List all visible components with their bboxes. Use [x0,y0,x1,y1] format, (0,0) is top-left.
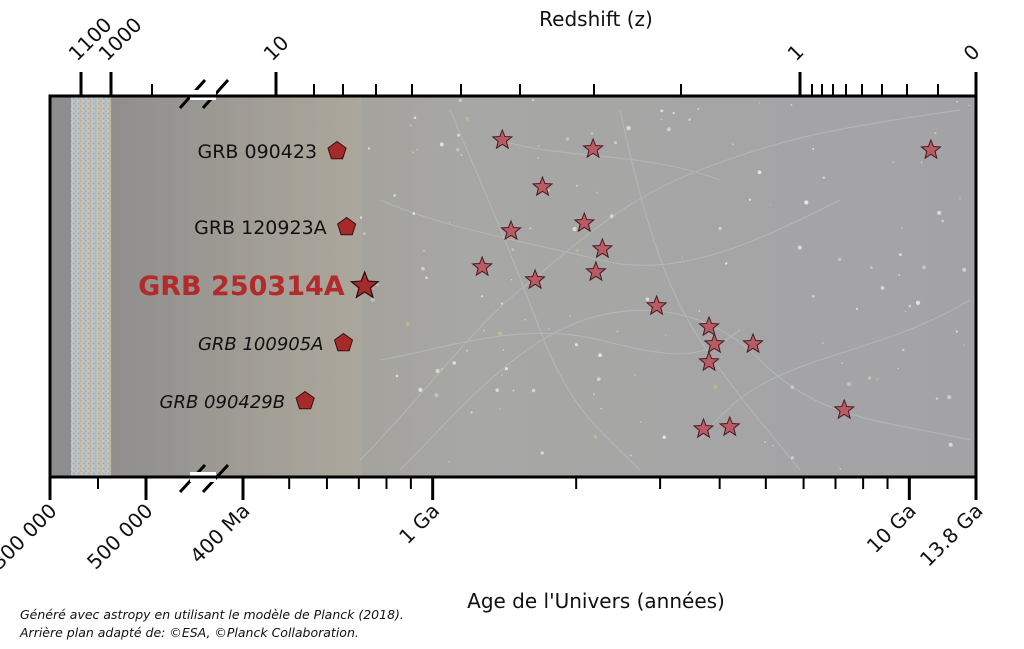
cmb-strip [71,96,111,477]
grb-star-marker [718,415,741,437]
grb-pentagon-marker [337,216,357,236]
grb-star-marker [585,260,607,282]
top-tick-label: 1 [783,40,809,66]
grb-star-marker [703,332,726,354]
grb-label: GRB 120923A [194,217,327,239]
bottom-tick-label: 300 000 [0,499,62,574]
credit-line-2: Arrière plan adapté de: ©ESA, ©Planck Co… [20,625,359,640]
grb-label: GRB 090423 [198,141,318,163]
background-image [50,96,976,477]
bottom-tick-label: 400 Ma [185,499,254,568]
grb-highlight-star [349,270,380,299]
grb-star-marker [500,219,522,241]
grb-star-marker [920,138,942,160]
credit-line-1: Généré avec astropy en utilisant le modè… [20,607,404,622]
grb-label: GRB 090429B [160,392,286,413]
grb-pentagon-marker [295,390,315,410]
top-tick-label: 0 [959,40,985,66]
grb-star-marker [524,268,546,290]
top-axis-label: Redshift (z) [539,7,653,31]
grb-highlight-label: GRB 250314A [138,271,345,302]
grb-star-marker [833,398,856,420]
grb-star-marker [471,255,494,277]
grb-star-marker [698,350,720,372]
grb-pentagon-marker [327,140,347,160]
grb-star-marker [645,294,668,316]
grb-star-marker [573,211,596,233]
bottom-tick-label: 10 Ga [862,499,921,558]
grb-star-marker [491,128,514,150]
grb-star-marker [692,417,715,439]
grb-star-marker [591,237,614,259]
data-points: GRB 090423 GRB 120923A GRB 100905A GRB 0904… [138,128,942,439]
grb-star-marker [531,175,554,197]
top-tick-label: 10 [259,31,294,66]
grb-star-marker [582,137,604,159]
grb-pentagon-marker [333,332,354,352]
cosmic-web [359,109,971,471]
bottom-tick-label: 500 000 [82,499,157,574]
grb-label: GRB 100905A [198,334,324,355]
grb-star-marker [742,332,764,354]
grb-star-marker [698,315,720,337]
bottom-tick-label: 1 Ga [394,499,444,549]
bottom-tick-label: 13.8 Ga [915,499,988,572]
x-axis-label: Age de l'Univers (années) [467,589,725,613]
